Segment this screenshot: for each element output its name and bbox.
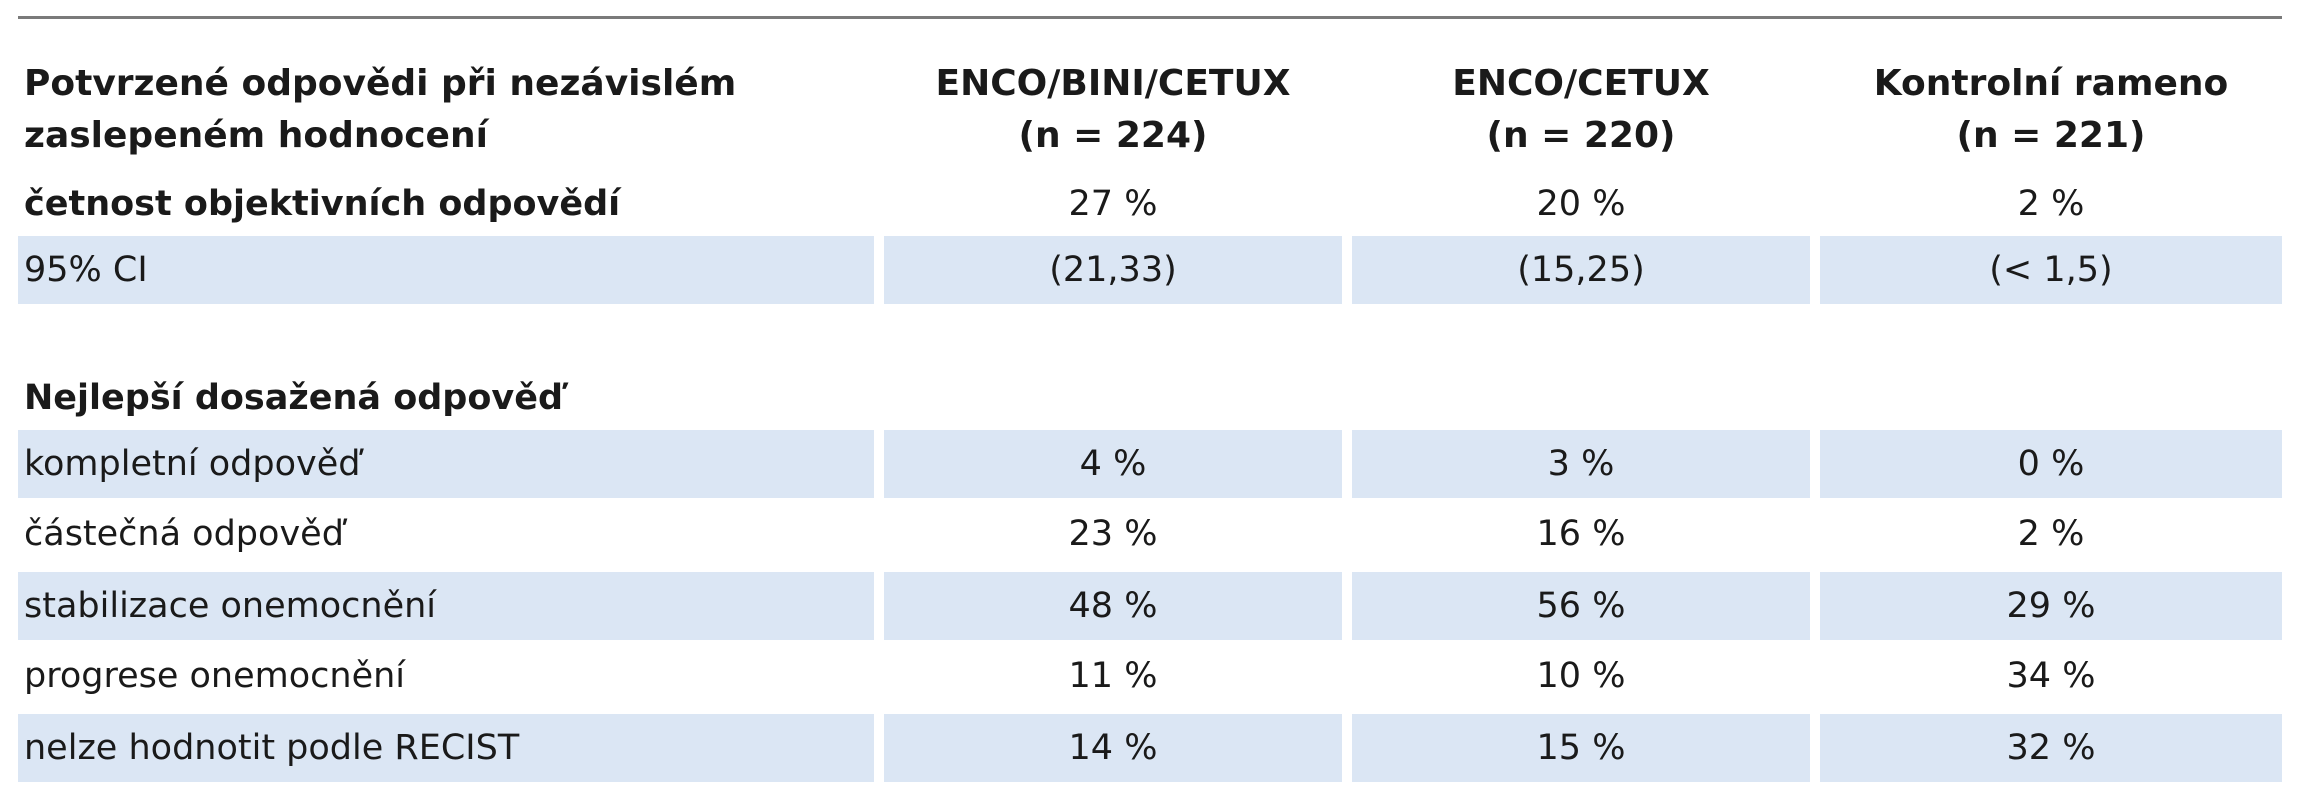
header-col-enco-cetux: ENCO/CETUX (n = 220): [1352, 58, 1810, 162]
row-label: 95% CI: [18, 236, 874, 304]
table-cell: 0 %: [1820, 430, 2282, 498]
row-label: stabilizace onemocnění: [18, 572, 874, 640]
table-cell: 14 %: [884, 714, 1342, 782]
table-cell: 32 %: [1820, 714, 2282, 782]
header-col2-line2: (n = 220): [1486, 115, 1676, 156]
header-col-response-line2: zaslepeném hodnocení: [24, 115, 488, 156]
row-label: progrese onemocnění: [24, 656, 406, 696]
row-label: četnost objektivních odpovědí: [24, 184, 621, 224]
header-col-response-line1: Potvrzené odpovědi při nezávislém: [24, 63, 737, 104]
table-cell: 48 %: [884, 572, 1342, 640]
row-label: nelze hodnotit podle RECIST: [18, 714, 874, 782]
table-cell: 4 %: [884, 430, 1342, 498]
table-cell: 20 %: [1536, 184, 1626, 224]
table-cell: 10 %: [1536, 656, 1626, 696]
row-label: kompletní odpověď: [18, 430, 874, 498]
table-cell: 56 %: [1352, 572, 1810, 640]
header-col-response: Potvrzené odpovědi při nezávislém zaslep…: [18, 58, 874, 162]
table-cell: (15,25): [1352, 236, 1810, 304]
table-cell: 11 %: [1068, 656, 1158, 696]
table-cell: 3 %: [1352, 430, 1810, 498]
table-cell: 27 %: [1068, 184, 1158, 224]
header-col2-line1: ENCO/CETUX: [1452, 63, 1710, 104]
header-col3-line1: Kontrolní rameno: [1873, 63, 2229, 104]
table-cell: 29 %: [1820, 572, 2282, 640]
table-cell: 34 %: [2006, 656, 2096, 696]
header-col-enco-bini-cetux: ENCO/BINI/CETUX (n = 224): [884, 58, 1342, 162]
table-cell: 23 %: [1068, 514, 1158, 554]
table-cell: 2 %: [2017, 514, 2085, 554]
header-col-control: Kontrolní rameno (n = 221): [1820, 58, 2282, 162]
section-title: Nejlepší dosažená odpověď: [24, 378, 564, 418]
table-cell: (< 1,5): [1820, 236, 2282, 304]
table-cell: (21,33): [884, 236, 1342, 304]
header-col1-line2: (n = 224): [1018, 115, 1208, 156]
header-col3-line2: (n = 221): [1956, 115, 2146, 156]
table-cell: 2 %: [2017, 184, 2085, 224]
top-rule: [18, 16, 2282, 19]
table-cell: 16 %: [1536, 514, 1626, 554]
header-col1-line1: ENCO/BINI/CETUX: [935, 63, 1291, 104]
row-label: částečná odpověď: [24, 514, 344, 554]
table-cell: 15 %: [1352, 714, 1810, 782]
